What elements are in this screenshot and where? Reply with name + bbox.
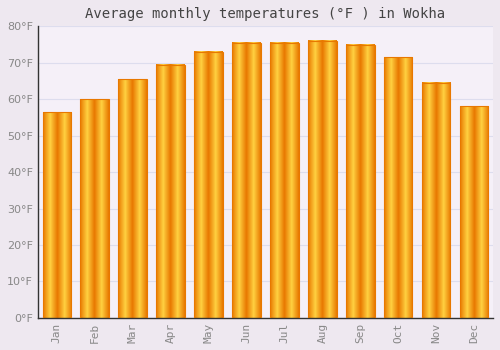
Bar xyxy=(422,83,450,318)
Bar xyxy=(308,41,336,318)
Bar xyxy=(460,106,488,318)
Title: Average monthly temperatures (°F ) in Wokha: Average monthly temperatures (°F ) in Wo… xyxy=(86,7,446,21)
Bar xyxy=(118,79,147,318)
Bar xyxy=(384,57,412,318)
Bar xyxy=(194,52,223,318)
Bar xyxy=(270,43,298,318)
Bar xyxy=(42,112,71,318)
Bar xyxy=(80,99,109,318)
Bar xyxy=(156,64,185,318)
Bar xyxy=(346,44,374,318)
Bar xyxy=(232,43,260,318)
